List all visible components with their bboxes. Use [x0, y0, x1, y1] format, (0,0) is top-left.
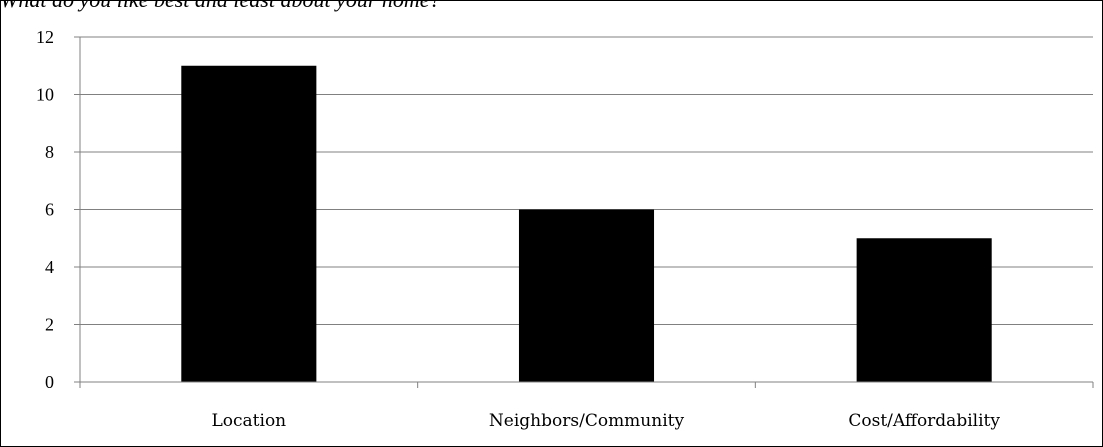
x-category-label: Location	[212, 411, 287, 431]
y-tick-label: 4	[45, 257, 54, 277]
x-axis	[79, 37, 1094, 388]
x-category-label: Cost/Affordability	[848, 411, 1000, 431]
y-tick-label: 6	[45, 200, 54, 220]
y-tick-label: 2	[45, 315, 54, 335]
y-tick-label: 0	[45, 372, 54, 392]
chart-title: What do you like best and least about yo…	[0, 0, 1103, 14]
x-axis-labels: Location Neighbors/Community Cost/Affordab…	[212, 411, 1001, 431]
y-axis-ticks: 0 2 4 6 8 10 12	[36, 27, 80, 392]
bar-cost-affordability	[856, 238, 992, 382]
bar-neighbors-community	[518, 209, 655, 382]
y-tick-label: 10	[36, 85, 54, 105]
y-tick-label: 8	[45, 142, 54, 162]
bars	[181, 65, 992, 382]
y-tick-label: 12	[36, 27, 54, 47]
x-category-label: Neighbors/Community	[489, 411, 685, 431]
bar-location	[181, 65, 317, 382]
